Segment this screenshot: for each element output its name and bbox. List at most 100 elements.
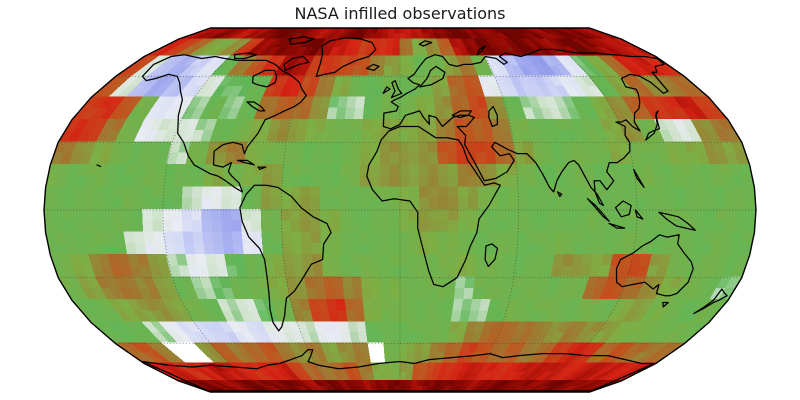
heatmap-cell (580, 33, 605, 40)
heatmap-cell (366, 75, 378, 88)
heatmap-cell (304, 342, 319, 355)
heatmap-cell (582, 371, 608, 382)
heatmap-cell (510, 28, 527, 34)
heatmap-cell (637, 107, 657, 121)
heatmap-cell (63, 220, 77, 234)
heatmap-cell (616, 209, 629, 223)
heatmap-cell (638, 65, 663, 78)
heatmap-cell (343, 118, 356, 132)
heatmap-cell (471, 362, 487, 373)
heatmap-cell (374, 33, 384, 40)
heatmap-cell (549, 107, 566, 121)
heatmap-cell (546, 220, 559, 234)
heatmap-cell (445, 47, 458, 58)
heatmap-cell (724, 276, 743, 290)
heatmap-cell (635, 220, 648, 234)
heatmap-cell (153, 65, 177, 78)
heatmap-cell (375, 342, 386, 355)
heatmap-cell (320, 220, 332, 234)
heatmap-cell (458, 209, 471, 223)
heatmap-cell (383, 65, 394, 78)
heatmap-cell (250, 197, 263, 211)
heatmap-cell (319, 380, 333, 387)
heatmap-cell (320, 197, 332, 211)
heatmap-cell (515, 38, 534, 49)
heatmap-cell (437, 254, 450, 268)
heatmap-cell (379, 175, 392, 189)
heatmap-cell (588, 75, 608, 88)
heatmap-cell (733, 220, 747, 234)
heatmap-cell (175, 75, 197, 88)
heatmap-cell (352, 118, 365, 132)
heatmap-cell (604, 175, 618, 189)
heatmap-cell (91, 288, 110, 302)
heatmap-cell (283, 332, 299, 345)
heatmap-cell (408, 130, 420, 144)
heatmap-cell (514, 321, 530, 334)
heatmap-cell (278, 352, 295, 365)
heatmap-cell (201, 342, 222, 355)
heatmap-cell (312, 371, 328, 382)
heatmap-cell (191, 197, 204, 211)
heatmap-cell (310, 220, 323, 234)
heatmap-cell (143, 175, 157, 189)
heatmap-cell (213, 33, 237, 40)
heatmap-cell (498, 362, 515, 373)
heatmap-cell (522, 265, 536, 279)
heatmap-cell (690, 299, 712, 313)
heatmap-cell (232, 371, 254, 382)
heatmap-cell (219, 38, 242, 49)
heatmap-cell (331, 265, 344, 279)
heatmap-cell (385, 362, 394, 373)
heatmap-cell (93, 220, 106, 234)
heatmap-cell (399, 86, 410, 99)
heatmap-cell (166, 371, 193, 382)
heatmap-cell (110, 288, 129, 302)
heatmap-cell (333, 288, 347, 302)
heatmap-cell (485, 47, 501, 58)
coastline (484, 243, 499, 268)
heatmap-cell (499, 28, 516, 34)
heatmap-cell (255, 28, 275, 34)
heatmap-cell (250, 209, 263, 223)
heatmap-cell (132, 321, 155, 334)
heatmap-cell (524, 380, 543, 387)
heatmap-cell (485, 362, 501, 373)
heatmap-cell (423, 321, 436, 334)
heatmap-cell (504, 254, 518, 268)
heatmap-cell (547, 321, 565, 334)
heatmap-cell (273, 28, 290, 34)
heatmap-cell (531, 47, 551, 58)
heatmap-cell (681, 96, 703, 110)
heatmap-cell (485, 152, 499, 166)
heatmap-cell (66, 130, 86, 144)
heatmap-cell (704, 220, 717, 234)
heatmap-cell (79, 107, 101, 121)
heatmap-cell (540, 75, 558, 88)
heatmap-cell (310, 186, 323, 200)
heatmap-cell (517, 197, 530, 211)
heatmap-cell (525, 75, 542, 88)
heatmap-cell (303, 141, 316, 155)
heatmap-cell (63, 118, 83, 132)
heatmap-cell (427, 141, 440, 155)
heatmap-cell (431, 28, 441, 34)
heatmap-cell (299, 47, 315, 58)
heatmap-cell (288, 342, 304, 355)
heatmap-cell (347, 28, 359, 34)
heatmap-cell (223, 242, 236, 257)
heatmap-cell (566, 220, 579, 234)
heatmap-cell (569, 380, 593, 387)
heatmap-cell (540, 55, 559, 68)
heatmap-cell (523, 152, 537, 166)
heatmap-cell (475, 152, 489, 166)
heatmap-cell (478, 38, 494, 49)
heatmap-cell (557, 362, 580, 373)
heatmap-cell (466, 371, 481, 382)
heatmap-cell (399, 141, 411, 155)
heatmap-cell (389, 242, 401, 257)
coastline (693, 288, 728, 315)
heatmap-cell (335, 362, 348, 373)
heatmap-cell (488, 65, 504, 78)
heatmap-cell (690, 118, 709, 132)
